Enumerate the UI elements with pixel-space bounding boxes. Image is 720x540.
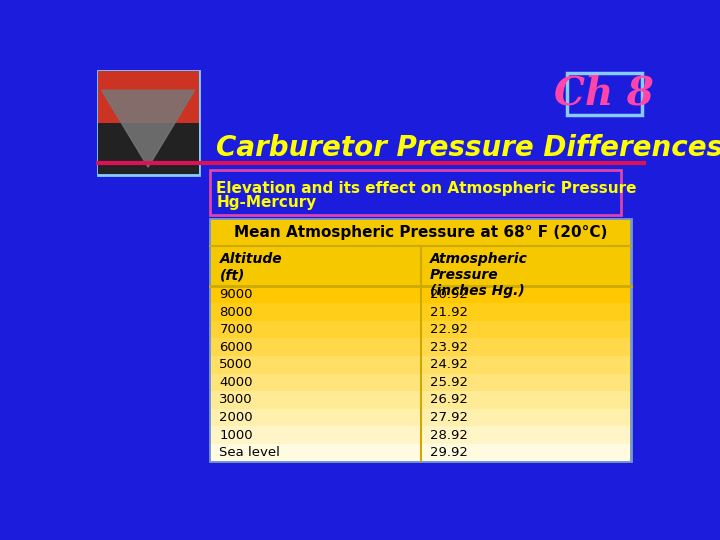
Text: 27.92: 27.92 xyxy=(430,411,468,424)
Bar xyxy=(211,409,630,426)
Text: Elevation and its effect on Atmospheric Pressure: Elevation and its effect on Atmospheric … xyxy=(216,181,636,196)
Bar xyxy=(211,303,630,321)
Bar xyxy=(211,356,630,374)
Bar xyxy=(211,321,630,339)
Text: 21.92: 21.92 xyxy=(430,306,468,319)
Text: 7000: 7000 xyxy=(220,323,253,336)
Bar xyxy=(211,444,630,461)
Bar xyxy=(211,286,630,303)
Text: Carburetor Pressure Differences: Carburetor Pressure Differences xyxy=(215,134,720,162)
Text: 28.92: 28.92 xyxy=(430,429,468,442)
Polygon shape xyxy=(102,90,194,167)
Bar xyxy=(567,72,642,115)
Text: 5000: 5000 xyxy=(220,359,253,372)
Text: 26.92: 26.92 xyxy=(430,394,468,407)
Text: 4000: 4000 xyxy=(220,376,253,389)
Text: Ch 8: Ch 8 xyxy=(554,75,654,113)
Text: 9000: 9000 xyxy=(220,288,253,301)
Bar xyxy=(211,426,630,444)
Bar xyxy=(211,374,630,391)
Text: Sea level: Sea level xyxy=(220,446,280,459)
Text: Altitude
(ft): Altitude (ft) xyxy=(220,252,282,282)
Bar xyxy=(210,219,631,461)
Text: 24.92: 24.92 xyxy=(430,359,468,372)
Bar xyxy=(211,339,630,356)
Bar xyxy=(211,246,630,286)
Bar xyxy=(98,123,199,174)
Bar xyxy=(210,170,621,215)
Text: 1000: 1000 xyxy=(220,429,253,442)
Text: 8000: 8000 xyxy=(220,306,253,319)
Text: 6000: 6000 xyxy=(220,341,253,354)
Text: 3000: 3000 xyxy=(220,394,253,407)
Bar xyxy=(98,71,199,123)
Text: 29.92: 29.92 xyxy=(430,446,468,459)
Text: 20.92: 20.92 xyxy=(430,288,468,301)
Text: Hg-Mercury: Hg-Mercury xyxy=(216,195,317,210)
Bar xyxy=(211,391,630,409)
Bar xyxy=(98,71,199,175)
Text: 22.92: 22.92 xyxy=(430,323,468,336)
Bar xyxy=(211,220,630,247)
Text: 2000: 2000 xyxy=(220,411,253,424)
Text: 25.92: 25.92 xyxy=(430,376,468,389)
Text: Mean Atmospheric Pressure at 68° F (20°C): Mean Atmospheric Pressure at 68° F (20°C… xyxy=(234,225,607,240)
Text: Atmospheric
Pressure
(inches Hg.): Atmospheric Pressure (inches Hg.) xyxy=(430,252,528,298)
Text: 23.92: 23.92 xyxy=(430,341,468,354)
